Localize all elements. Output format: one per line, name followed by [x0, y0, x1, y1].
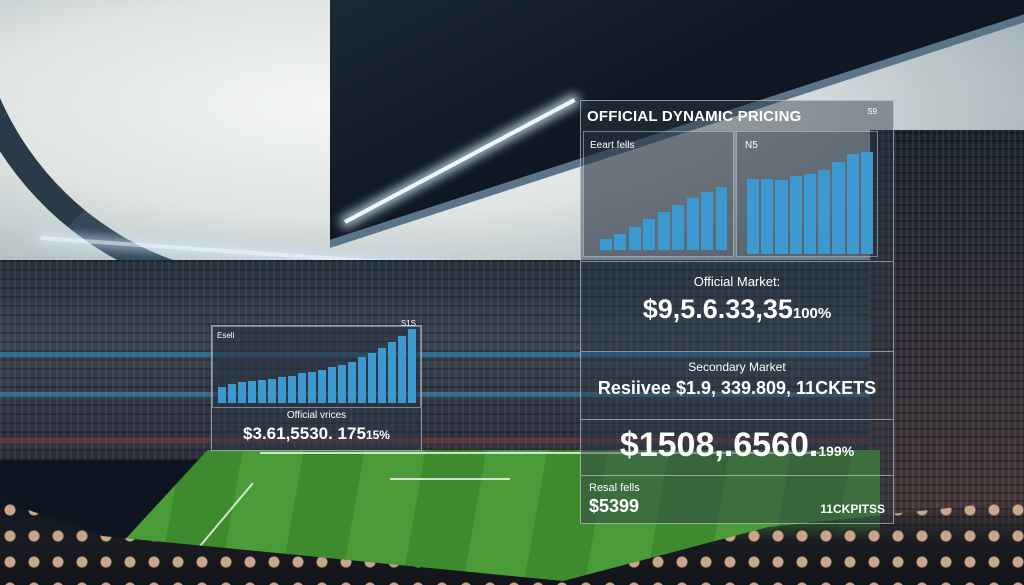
chart-bar	[328, 367, 336, 403]
official-prices-percent: 15%	[365, 428, 390, 442]
dynamic-pricing-panel: OFFICIAL DYNAMIC PRICING S9 Eeart fells …	[580, 100, 894, 524]
chart-bar	[614, 233, 627, 250]
chart-bar	[218, 386, 226, 403]
resale-value: $5399	[589, 496, 640, 516]
chart-label: N5	[745, 140, 758, 151]
chart-bar	[348, 361, 356, 403]
chart-bar	[308, 371, 316, 403]
chart-bar	[832, 162, 845, 254]
secondary-market-section: Secondary Market Resiivee $1.9, 339.809,…	[581, 351, 893, 417]
stadium-stands	[0, 260, 1024, 460]
official-prices-value: $3.61,5530. 17515%	[212, 424, 421, 444]
chart-bar	[860, 152, 873, 254]
chart-bar	[643, 219, 656, 250]
secondary-market-value: Resiivee $1.9, 339.809, 11CKETS	[597, 378, 877, 398]
official-market-label: Official Market:	[693, 274, 781, 289]
chart-bar	[228, 383, 236, 403]
secondary-market-label: Secondary Market	[688, 360, 786, 374]
chart-bar	[288, 375, 296, 403]
stand-ad-band	[0, 392, 1024, 397]
chart-bar	[298, 373, 306, 403]
pitch-line	[390, 478, 510, 480]
chart-bar	[846, 154, 859, 254]
resale-label: Resal fells	[589, 482, 640, 494]
chart-bar	[278, 377, 286, 403]
chart-bar	[803, 174, 817, 254]
chart-bar	[818, 170, 831, 254]
chart-bar	[701, 192, 713, 250]
chart-bar	[408, 329, 416, 403]
chart-bar	[398, 336, 406, 403]
chart-bar	[268, 378, 276, 403]
bar-layer	[747, 152, 875, 254]
bar-layer	[218, 329, 418, 403]
small-bar-chart: Esell S1S	[212, 319, 421, 408]
stand-ad-band	[0, 438, 1024, 443]
price-percent: 199%	[818, 443, 855, 459]
chart-bar	[258, 380, 266, 403]
chart-bar	[600, 239, 612, 250]
official-market-percent: 100%	[792, 305, 832, 322]
corner-tag: Esell	[217, 331, 235, 340]
chart-bar	[672, 205, 685, 250]
chart-bar	[789, 176, 802, 254]
chart-bar	[318, 369, 326, 403]
chart-bar	[378, 347, 386, 403]
left-bar-chart: Eeart fells	[583, 131, 734, 257]
corner-tag: S1S	[400, 319, 416, 328]
chart-bar	[761, 178, 774, 254]
price-section: $1508,.6560.199%	[581, 419, 893, 476]
official-prices-label: Official vrices	[286, 410, 347, 421]
chart-bar	[775, 179, 788, 254]
chart-bar	[248, 380, 256, 403]
chart-bar	[338, 364, 346, 403]
chart-bar	[358, 357, 366, 403]
pitch-line	[260, 452, 820, 454]
official-market-value: $9,5.6.33,35100%	[581, 294, 893, 325]
chart-bar	[388, 342, 396, 403]
price-value: $1508,.6560.199%	[581, 426, 893, 465]
official-market-amount: $9,5.6.33,35	[642, 294, 793, 324]
official-prices-amount: $3.61,5530. 175	[243, 424, 366, 443]
chart-bar	[368, 352, 376, 403]
chart-bar	[238, 382, 246, 403]
resale-tickets: 11CKPITSS	[820, 502, 885, 516]
resale-section: Resal fells $5399 11CKPITSS	[581, 475, 893, 523]
official-market-section: Official Market: $9,5.6.33,35100%	[581, 261, 893, 350]
chart-bar	[715, 187, 728, 250]
chart-label: Eeart fells	[590, 140, 635, 151]
chart-bar	[628, 226, 641, 250]
panel-title: OFFICIAL DYNAMIC PRICING	[587, 108, 802, 125]
corner-tag: S9	[867, 107, 877, 116]
stand-ad-band	[0, 352, 1024, 357]
chart-bar	[657, 212, 670, 250]
bar-layer	[600, 160, 730, 250]
chart-bar	[747, 178, 760, 254]
chart-bar	[686, 197, 699, 250]
right-bar-chart: N5	[736, 131, 878, 257]
official-prices-panel: Esell S1S Official vrices $3.61,5530. 17…	[211, 319, 422, 451]
price-amount: $1508,.6560.	[619, 426, 819, 464]
